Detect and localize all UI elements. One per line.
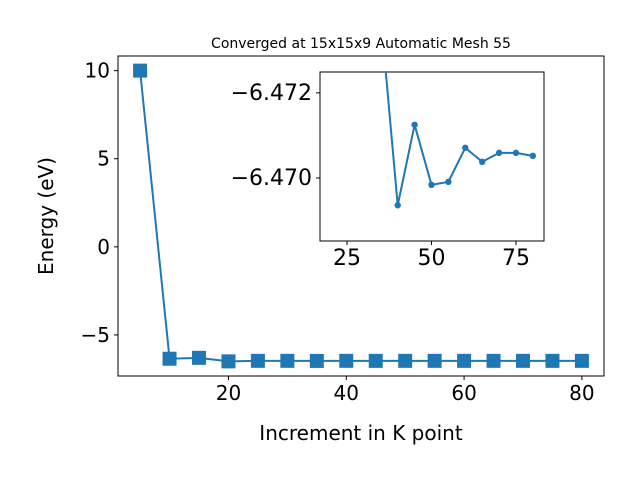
marker xyxy=(574,353,589,368)
marker xyxy=(368,353,383,368)
y-tick-label: 5 xyxy=(97,147,110,171)
marker xyxy=(428,181,435,189)
line xyxy=(139,70,582,363)
marker xyxy=(445,178,452,186)
marker xyxy=(309,353,324,368)
marker xyxy=(411,121,418,128)
chart-title: Converged at 15x15x9 Automatic Mesh 55 xyxy=(211,36,511,52)
plot-area xyxy=(378,13,537,209)
marker xyxy=(250,353,265,368)
line xyxy=(384,72,534,206)
marker xyxy=(512,149,520,157)
y-tick-label: 0 xyxy=(97,235,110,259)
marker xyxy=(394,202,401,209)
marker xyxy=(280,353,295,368)
marker xyxy=(486,353,501,368)
marker xyxy=(516,353,530,368)
axes-frame xyxy=(319,71,545,242)
x-tick-label: 20 xyxy=(216,381,241,405)
y-tick-label: −6.472 xyxy=(231,81,312,106)
x-tick-label: 25 xyxy=(333,246,361,271)
marker xyxy=(462,144,469,151)
y-tick-label: −5 xyxy=(81,323,110,347)
marker xyxy=(378,13,384,19)
marker xyxy=(162,351,177,366)
marker xyxy=(457,353,472,368)
marker xyxy=(545,353,560,368)
marker xyxy=(398,353,413,368)
marker xyxy=(339,353,354,368)
plot-area xyxy=(133,63,589,369)
x-tick-label: 50 xyxy=(417,246,445,271)
x-tick-label: 40 xyxy=(334,381,359,405)
y-tick-label: −6.470 xyxy=(231,166,312,191)
marker xyxy=(495,149,503,157)
x-tick-label: 75 xyxy=(502,246,530,271)
marker xyxy=(529,152,537,160)
x-tick-label: 60 xyxy=(451,381,476,405)
marker xyxy=(192,350,206,365)
y-tick-label: 10 xyxy=(85,59,110,83)
marker xyxy=(478,158,486,166)
y-axis-label: Energy (eV) xyxy=(34,157,58,275)
marker xyxy=(427,353,442,368)
marker xyxy=(221,354,236,369)
x-tick-label: 80 xyxy=(569,381,594,405)
marker xyxy=(133,63,148,78)
x-axis-label: Increment in K point xyxy=(259,421,463,445)
